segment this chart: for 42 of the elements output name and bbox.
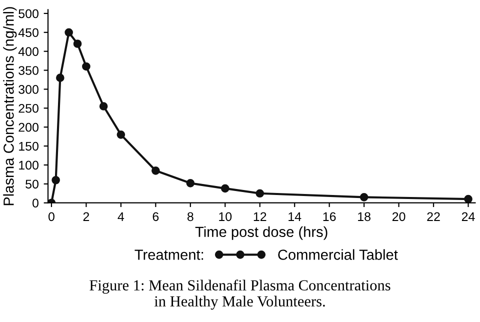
y-tick-label: 300	[18, 85, 38, 94]
point	[360, 193, 368, 202]
x-tick-label: 4	[118, 212, 124, 221]
point	[220, 184, 230, 193]
x-tick-label: 20	[392, 212, 406, 222]
x-tick-label: 6	[152, 212, 159, 222]
y-tick-label: 200	[18, 122, 38, 132]
x-tick-label: 12	[254, 212, 266, 221]
x-tick-label: 10	[219, 212, 232, 222]
point	[464, 194, 472, 203]
x-tick-label: 18	[358, 212, 370, 222]
y-tick-label: 100	[19, 160, 38, 170]
y-tick-label: 500	[18, 9, 38, 18]
y-tick-label: 350	[18, 66, 38, 75]
point	[52, 176, 60, 184]
y-tick-label: 0	[32, 198, 38, 208]
point	[82, 62, 90, 71]
y-tick-label: 450	[18, 28, 38, 38]
caption: Figure 1: Mean Sildenafil Plasma Concentrations in Healthy Male Volunteers.	[90, 280, 390, 310]
x-tick-label: 16	[323, 212, 336, 222]
point	[186, 178, 195, 188]
x-tick-label: 14	[288, 212, 302, 221]
y-tick-label: 150	[19, 142, 38, 151]
y-tick-label: 250	[18, 104, 38, 113]
point	[256, 189, 264, 198]
x-axis-title: Time post dose (hrs)	[195, 226, 328, 240]
point	[73, 40, 82, 48]
x-tick-label: 2	[83, 212, 90, 221]
x-tick-label: 22	[427, 212, 440, 221]
y-axis-title: Plasma Concentrations (ng/ml)	[3, 7, 17, 206]
y-tick-label: 50	[26, 180, 38, 189]
legend-title: Treatment:	[134, 250, 204, 260]
legend-label: Commercial Tablet	[278, 249, 398, 260]
point	[99, 102, 108, 110]
point	[152, 166, 160, 175]
point	[64, 28, 74, 37]
y-tick-label: 400	[18, 47, 38, 56]
point	[56, 74, 64, 82]
x-tick-label: 0	[48, 212, 54, 222]
point	[116, 130, 126, 139]
x-tick-label: 24	[462, 212, 475, 221]
x-tick-label: 8	[187, 212, 194, 222]
